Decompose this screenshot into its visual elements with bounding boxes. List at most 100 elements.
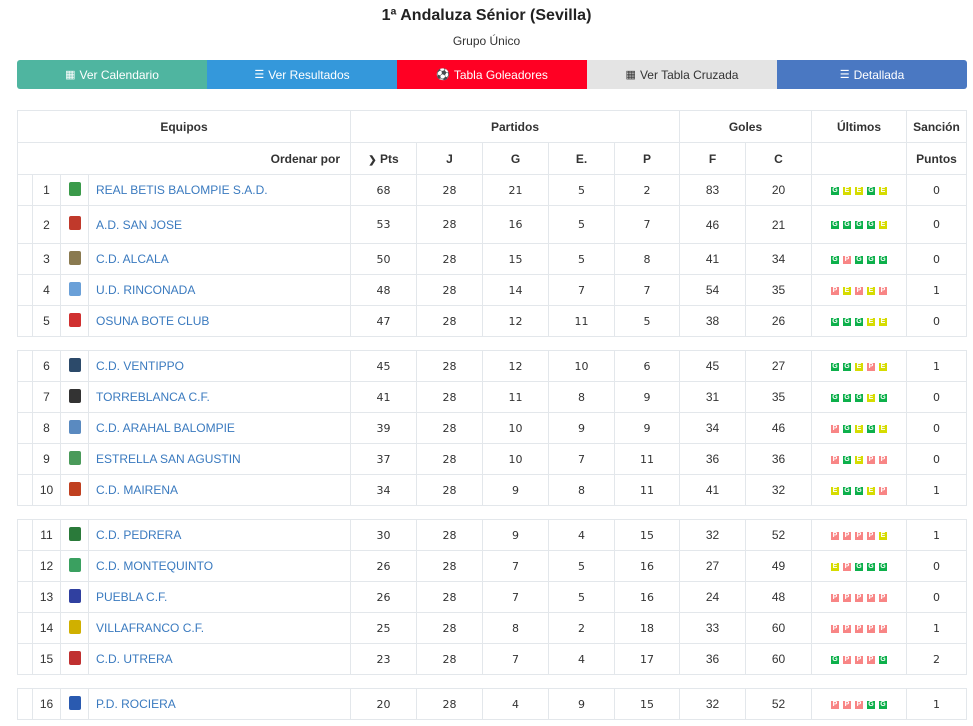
- team-name-link[interactable]: P.D. ROCIERA: [88, 688, 351, 720]
- result-badge: G: [843, 317, 851, 326]
- zone-separator: [17, 674, 967, 689]
- result-badge: P: [831, 593, 839, 602]
- team-crest-icon: [68, 181, 81, 196]
- view-buttons: ▦ Ver Calendario ☰ Ver Resultados ⚽ Tabla Gol…: [17, 60, 967, 89]
- drawn: 8: [548, 474, 615, 506]
- result-badge: P: [867, 593, 875, 602]
- sanction-points: 1: [906, 350, 967, 382]
- result-badge: E: [879, 424, 887, 433]
- team-name-link[interactable]: C.D. MAIRENA: [88, 474, 351, 506]
- result-badge: G: [855, 486, 863, 495]
- sanction-points: 0: [906, 381, 967, 413]
- team-name-link[interactable]: U.D. RINCONADA: [88, 274, 351, 306]
- goals-for: 41: [679, 474, 746, 506]
- result-badge: G: [879, 700, 887, 709]
- position: 15: [32, 643, 61, 675]
- result-badge: P: [855, 700, 863, 709]
- goals-for: 38: [679, 305, 746, 337]
- team-crest-icon: [68, 312, 81, 327]
- team-logo: [60, 412, 89, 444]
- button-ver-resultados[interactable]: ☰ Ver Resultados: [207, 60, 397, 89]
- button-tabla-goleadores[interactable]: ⚽ Tabla Goleadores: [397, 60, 587, 89]
- row-marker: [17, 243, 33, 275]
- goals-for: 27: [679, 550, 746, 582]
- team-name-link[interactable]: TORREBLANCA C.F.: [88, 381, 351, 413]
- goals-against: 60: [745, 612, 812, 644]
- result-badge: P: [855, 655, 863, 664]
- separator-cell: [17, 336, 967, 351]
- team-logo: [60, 688, 89, 720]
- points: 23: [350, 643, 417, 675]
- result-badge: P: [831, 531, 839, 540]
- lost: 7: [614, 274, 680, 306]
- result-badge: P: [867, 362, 875, 371]
- row-marker: [17, 443, 33, 475]
- team-logo: [60, 274, 89, 306]
- result-badge: G: [867, 186, 875, 195]
- button-detallada[interactable]: ☰ Detallada: [777, 60, 967, 89]
- button-ver-tabla-cruzada[interactable]: ▦ Ver Tabla Cruzada: [587, 60, 777, 89]
- points: 26: [350, 550, 417, 582]
- team-logo: [60, 243, 89, 275]
- team-name-link[interactable]: ESTRELLA SAN AGUSTIN: [88, 443, 351, 475]
- sanction-points: 0: [906, 581, 967, 613]
- lost: 17: [614, 643, 680, 675]
- team-name-link[interactable]: A.D. SAN JOSE: [88, 205, 351, 244]
- team-name-link[interactable]: C.D. VENTIPPO: [88, 350, 351, 382]
- team-name-link[interactable]: REAL BETIS BALOMPIE S.A.D.: [88, 174, 351, 206]
- team-logo: [60, 443, 89, 475]
- row-marker: [17, 412, 33, 444]
- team-name-link[interactable]: C.D. MONTEQUINTO: [88, 550, 351, 582]
- team-crest-icon: [68, 388, 81, 403]
- goals-against: 52: [745, 688, 812, 720]
- result-badge: E: [855, 455, 863, 464]
- points: 41: [350, 381, 417, 413]
- team-name-link[interactable]: C.D. UTRERA: [88, 643, 351, 675]
- position: 11: [32, 519, 61, 551]
- lost: 15: [614, 688, 680, 720]
- team-logo: [60, 205, 89, 244]
- played: 28: [416, 243, 483, 275]
- result-badge: E: [831, 562, 839, 571]
- sort-pts-header[interactable]: ❯ Pts: [350, 142, 417, 175]
- team-name-link[interactable]: C.D. ARAHAL BALOMPIE: [88, 412, 351, 444]
- played: 28: [416, 350, 483, 382]
- button-label: Ver Resultados: [268, 67, 350, 82]
- team-name-link[interactable]: C.D. ALCALA: [88, 243, 351, 275]
- team-name-link[interactable]: VILLAFRANCO C.F.: [88, 612, 351, 644]
- table-row: 1 REAL BETIS BALOMPIE S.A.D. 68 28 21 5 …: [17, 174, 967, 206]
- drawn: 5: [548, 205, 615, 244]
- team-logo: [60, 550, 89, 582]
- goals-for: 34: [679, 412, 746, 444]
- col-ultimos: [811, 142, 907, 175]
- lost: 5: [614, 305, 680, 337]
- won: 4: [482, 688, 549, 720]
- team-name-link[interactable]: OSUNA BOTE CLUB: [88, 305, 351, 337]
- row-marker: [17, 174, 33, 206]
- result-badge: P: [843, 624, 851, 633]
- button-ver-calendario[interactable]: ▦ Ver Calendario: [17, 60, 207, 89]
- result-badge: G: [831, 393, 839, 402]
- points: 20: [350, 688, 417, 720]
- row-marker: [17, 612, 33, 644]
- won: 10: [482, 412, 549, 444]
- result-badge: G: [867, 562, 875, 571]
- col-e: E.: [548, 142, 615, 175]
- result-badge: G: [879, 255, 887, 264]
- team-name-link[interactable]: C.D. PEDRERA: [88, 519, 351, 551]
- sanction-points: 1: [906, 519, 967, 551]
- team-name-link[interactable]: PUEBLA C.F.: [88, 581, 351, 613]
- sanction-points: 0: [906, 443, 967, 475]
- table-row: 9 ESTRELLA SAN AGUSTIN 37 28 10 7 11 36 …: [17, 443, 967, 475]
- row-marker: [17, 381, 33, 413]
- played: 28: [416, 581, 483, 613]
- team-crest-icon: [68, 216, 81, 230]
- result-badge: G: [867, 221, 875, 230]
- points: 25: [350, 612, 417, 644]
- table-row: 8 C.D. ARAHAL BALOMPIE 39 28 10 9 9 34 4…: [17, 412, 967, 444]
